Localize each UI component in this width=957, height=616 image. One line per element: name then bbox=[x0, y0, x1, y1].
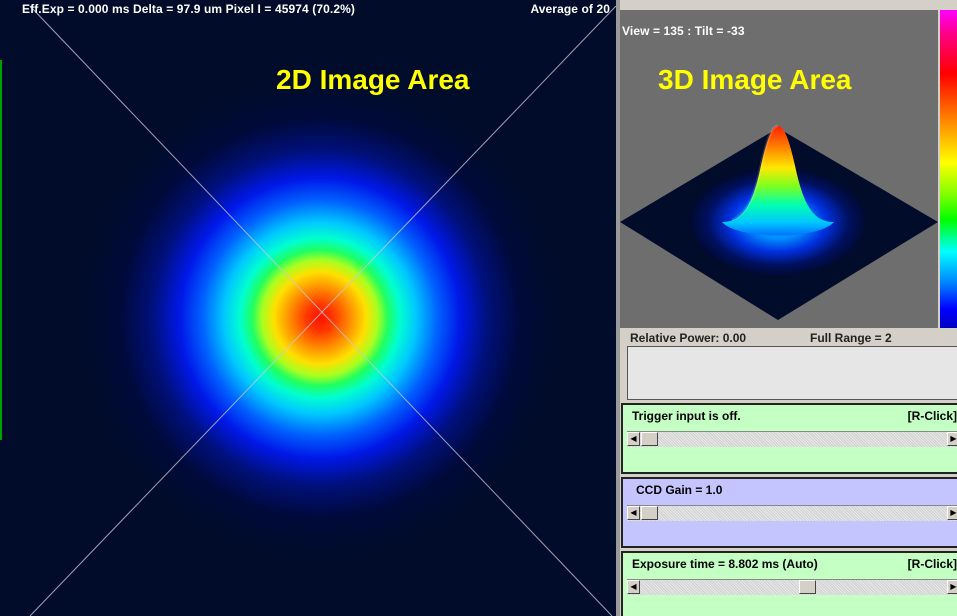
scroll-right-arrow-icon[interactable]: ▶ bbox=[947, 432, 957, 446]
2d-area-label: 2D Image Area bbox=[276, 64, 470, 95]
trigger-slider[interactable]: ◀ ▶ bbox=[627, 431, 957, 447]
panel-separator bbox=[616, 0, 620, 616]
2d-image-area[interactable]: Eff.Exp = 0.000 ms Delta = 97.9 um Pixel… bbox=[0, 0, 616, 616]
crosshair-overlay bbox=[29, 5, 616, 616]
gain-control-panel[interactable]: CCD Gain = 1.0 ◀ ▶ bbox=[621, 477, 957, 548]
left-edge-marker bbox=[0, 60, 2, 440]
scroll-right-arrow-icon[interactable]: ▶ bbox=[947, 580, 957, 594]
3d-image-area[interactable]: View = 135 : Tilt = -33 3D Image Area bbox=[620, 10, 938, 328]
gain-label: CCD Gain = 1.0 bbox=[636, 483, 723, 497]
full-range-text: Full Range = 2 bbox=[810, 331, 892, 345]
scroll-left-arrow-icon[interactable]: ◀ bbox=[627, 432, 640, 446]
scroll-left-arrow-icon[interactable]: ◀ bbox=[627, 506, 640, 520]
3d-area-label: 3D Image Area bbox=[658, 64, 852, 95]
average-readout: Average of 20 bbox=[530, 2, 610, 16]
gain-slider[interactable]: ◀ ▶ bbox=[627, 505, 957, 521]
exposure-label: Exposure time = 8.802 ms (Auto) bbox=[632, 557, 818, 571]
exposure-readout: Eff.Exp = 0.000 ms Delta = 97.9 um Pixel… bbox=[22, 2, 355, 16]
beam-profile-3d bbox=[620, 124, 938, 320]
exposure-slider[interactable]: ◀ ▶ bbox=[627, 579, 957, 595]
trigger-slider-thumb[interactable] bbox=[641, 432, 658, 446]
trigger-label: Trigger input is off. bbox=[632, 409, 741, 423]
relative-power-text: Relative Power: 0.00 bbox=[630, 331, 747, 345]
scroll-left-arrow-icon[interactable]: ◀ bbox=[627, 580, 640, 594]
power-status-row: Relative Power: 0.00 Full Range = 2 bbox=[626, 331, 956, 345]
color-scale-bar bbox=[940, 10, 957, 328]
top-strip bbox=[620, 0, 957, 10]
trigger-rclick-hint[interactable]: [R-Click] bbox=[907, 409, 957, 423]
scroll-right-arrow-icon[interactable]: ▶ bbox=[947, 506, 957, 520]
info-box bbox=[627, 346, 957, 400]
view-tilt-readout: View = 135 : Tilt = -33 bbox=[622, 24, 745, 38]
trigger-control-panel[interactable]: Trigger input is off. [R-Click] ◀ ▶ bbox=[621, 403, 957, 474]
exposure-slider-thumb[interactable] bbox=[799, 580, 816, 594]
beam-profile-2d bbox=[0, 0, 616, 616]
gain-slider-thumb[interactable] bbox=[641, 506, 658, 520]
exposure-control-panel[interactable]: Exposure time = 8.802 ms (Auto) [R-Click… bbox=[621, 551, 957, 616]
exposure-rclick-hint[interactable]: [R-Click] bbox=[907, 557, 957, 571]
